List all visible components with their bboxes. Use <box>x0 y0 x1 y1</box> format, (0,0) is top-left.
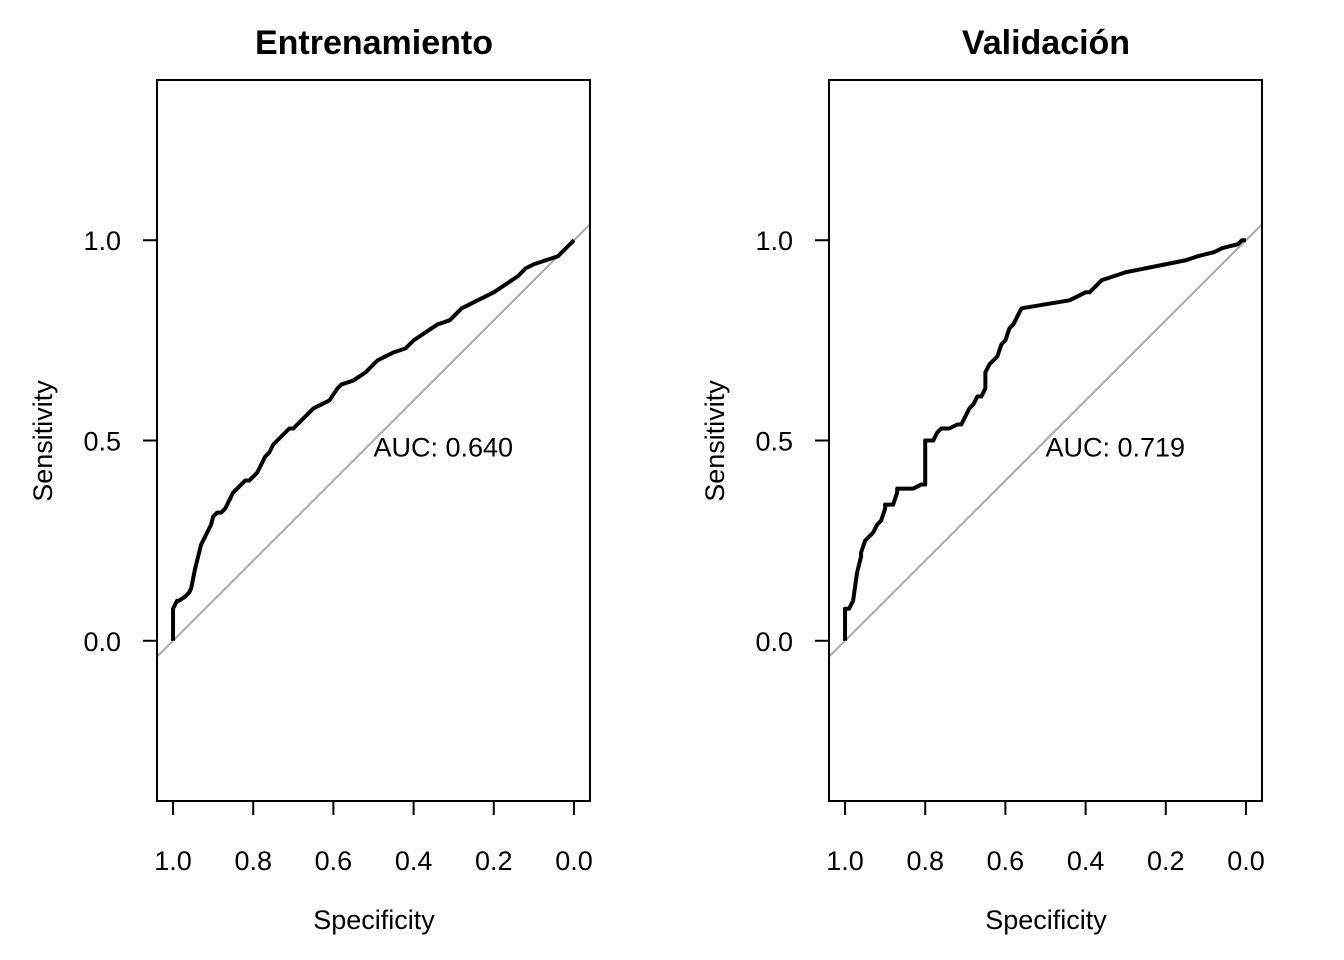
chart-panel-entrenamiento: Entrenamiento Specificity Sensitivity AU… <box>28 24 593 935</box>
diagonal-reference-line <box>157 223 590 658</box>
chart-panel-validacion: Validación Specificity Sensitivity AUC: … <box>700 24 1265 935</box>
x-axis-label: Specificity <box>313 905 435 935</box>
roc-curve-line <box>843 238 1246 641</box>
x-tick-label: 1.0 <box>826 846 864 876</box>
y-tick-label: 0.0 <box>755 627 793 657</box>
y-tick-label: 0.5 <box>83 427 121 457</box>
x-tick-label: 0.8 <box>906 846 944 876</box>
x-axis-label: Specificity <box>985 905 1107 935</box>
x-tick-label: 0.2 <box>475 846 513 876</box>
x-tick-label: 0.8 <box>234 846 272 876</box>
x-tick-label: 0.0 <box>1227 846 1265 876</box>
diagonal-reference-line <box>829 223 1262 658</box>
chart-title: Entrenamiento <box>255 24 493 62</box>
y-tick-label: 0.0 <box>83 627 121 657</box>
x-tick-label: 0.2 <box>1147 846 1185 876</box>
y-tick-label: 0.5 <box>755 427 793 457</box>
x-tick-label: 0.6 <box>987 846 1025 876</box>
roc-curve-line <box>171 238 576 641</box>
y-tick-label: 1.0 <box>755 226 793 256</box>
auc-label: AUC: 0.719 <box>1046 433 1186 463</box>
chart-title: Validación <box>962 24 1130 62</box>
y-tick-label: 1.0 <box>83 226 121 256</box>
x-tick-label: 0.4 <box>1067 846 1105 876</box>
y-axis-label: Sensitivity <box>28 380 58 502</box>
y-axis-label: Sensitivity <box>700 380 730 502</box>
x-tick-label: 0.4 <box>395 846 433 876</box>
auc-label: AUC: 0.640 <box>374 433 514 463</box>
x-tick-label: 0.0 <box>555 846 593 876</box>
x-tick-label: 1.0 <box>154 846 192 876</box>
x-tick-label: 0.6 <box>315 846 353 876</box>
